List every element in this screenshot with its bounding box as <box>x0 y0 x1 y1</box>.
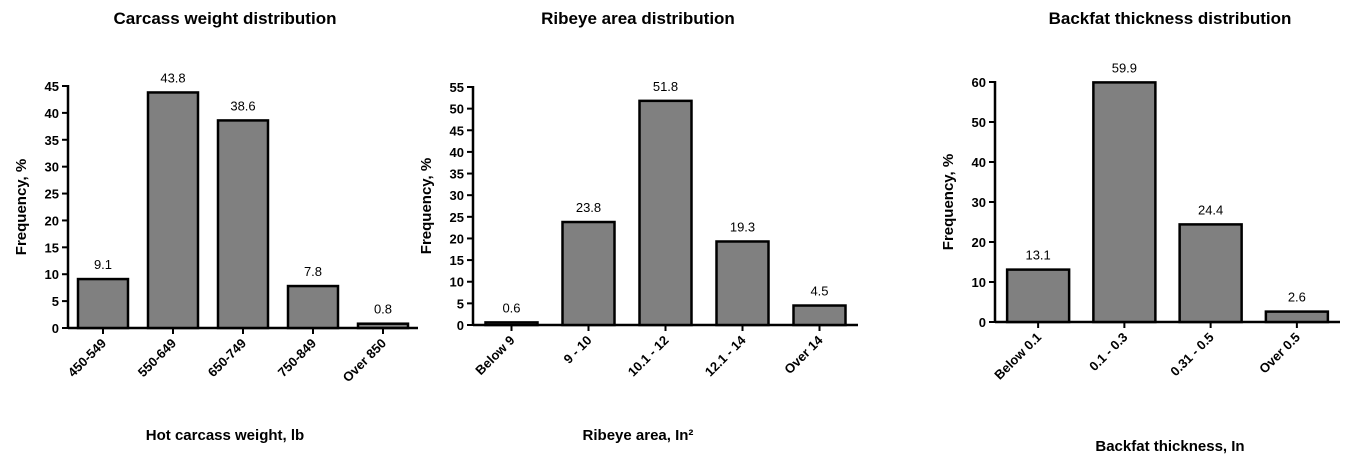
x-tick-label: Below 0.1 <box>991 330 1044 383</box>
y-tick-label: 15 <box>45 240 59 255</box>
value-label: 7.8 <box>304 264 322 279</box>
chart-title: Backfat thickness distribution <box>1049 9 1292 28</box>
y-tick-label: 50 <box>450 102 464 117</box>
value-label: 59.9 <box>1112 60 1137 75</box>
bar <box>1005 268 1071 324</box>
x-tick-label: 12.1 - 14 <box>702 332 749 379</box>
chart-title: Ribeye area distribution <box>541 9 735 28</box>
y-axis-label: Frequency, % <box>13 159 30 255</box>
x-tick-label: 450-549 <box>65 336 109 380</box>
x-tick-label: Over 850 <box>340 336 389 385</box>
x-tick-label: Below 9 <box>472 333 517 378</box>
value-label: 23.8 <box>576 200 601 215</box>
y-tick-label: 5 <box>457 296 464 311</box>
y-tick-label: 25 <box>45 187 59 202</box>
y-tick-label: 10 <box>45 267 59 282</box>
y-tick-label: 10 <box>972 275 986 290</box>
value-label: 0.6 <box>502 300 520 315</box>
x-tick-label: 650-749 <box>205 336 249 380</box>
value-label: 4.5 <box>810 284 828 299</box>
x-tick-label: Over 0.5 <box>1256 330 1303 377</box>
y-tick-label: 35 <box>450 167 464 182</box>
bar <box>561 220 616 327</box>
y-tick-label: 45 <box>450 123 464 138</box>
bar <box>216 119 270 330</box>
y-tick-label: 0 <box>52 321 59 336</box>
y-tick-label: 40 <box>450 145 464 160</box>
x-tick-label: 0.31 - 0.5 <box>1167 330 1216 379</box>
value-label: 43.8 <box>160 70 185 85</box>
y-tick-label: 55 <box>450 80 464 95</box>
x-tick-label: 10.1 - 12 <box>625 333 672 380</box>
value-label: 2.6 <box>1288 290 1306 305</box>
bar <box>356 322 410 330</box>
y-tick-label: 10 <box>450 275 464 290</box>
bar <box>1264 310 1330 324</box>
chart-title: Carcass weight distribution <box>114 9 337 28</box>
y-tick-label: 15 <box>450 253 464 268</box>
y-axis-label: Frequency, % <box>940 154 957 250</box>
y-tick-label: 0 <box>979 315 986 330</box>
bar <box>286 284 340 330</box>
value-label: 51.8 <box>653 79 678 94</box>
y-tick-label: 20 <box>450 231 464 246</box>
bar <box>76 277 130 330</box>
bar <box>792 304 847 327</box>
y-tick-label: 60 <box>972 75 986 90</box>
bar <box>715 240 770 327</box>
y-tick-label: 20 <box>972 235 986 250</box>
bar <box>146 91 200 330</box>
y-tick-label: 40 <box>45 106 59 121</box>
x-tick-label: 750-849 <box>275 336 319 380</box>
x-axis-label: Ribeye area, In² <box>583 427 694 444</box>
value-label: 19.3 <box>730 219 755 234</box>
x-axis-label: Backfat thickness, In <box>1095 438 1244 455</box>
y-axis-label: Frequency, % <box>418 158 435 254</box>
bar <box>638 99 693 327</box>
y-tick-label: 5 <box>52 294 59 309</box>
value-label: 13.1 <box>1025 248 1050 263</box>
y-tick-label: 25 <box>450 210 464 225</box>
y-tick-label: 30 <box>450 188 464 203</box>
value-label: 38.6 <box>230 98 255 113</box>
value-label: 24.4 <box>1198 202 1223 217</box>
y-tick-label: 40 <box>972 155 986 170</box>
x-tick-label: 9 - 10 <box>561 333 595 367</box>
y-tick-label: 20 <box>45 213 59 228</box>
value-label: 0.8 <box>374 302 392 317</box>
y-tick-label: 50 <box>972 115 986 130</box>
x-tick-label: 0.1 - 0.3 <box>1086 330 1130 374</box>
bar <box>484 321 539 327</box>
bar <box>1178 223 1243 324</box>
x-tick-label: Over 14 <box>781 332 826 377</box>
y-tick-label: 0 <box>457 318 464 333</box>
value-label: 9.1 <box>94 257 112 272</box>
y-tick-label: 30 <box>45 160 59 175</box>
x-axis-label: Hot carcass weight, lb <box>146 427 304 444</box>
bar <box>1092 81 1157 324</box>
y-tick-label: 30 <box>972 195 986 210</box>
y-tick-label: 45 <box>45 79 59 94</box>
y-tick-label: 35 <box>45 133 59 148</box>
x-tick-label: 550-649 <box>135 336 179 380</box>
